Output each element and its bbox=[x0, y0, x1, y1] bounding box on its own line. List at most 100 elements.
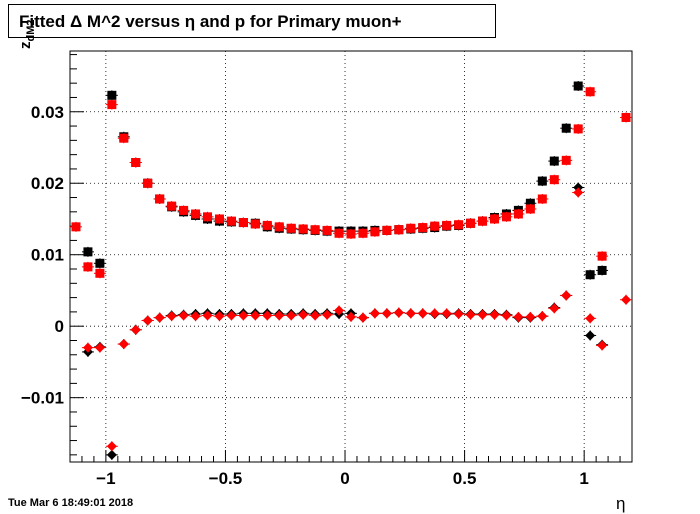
data-point bbox=[166, 311, 177, 322]
data-point bbox=[453, 309, 464, 320]
data-point bbox=[310, 310, 321, 321]
data-point bbox=[238, 310, 249, 321]
data-point bbox=[250, 310, 261, 321]
data-point bbox=[369, 308, 380, 319]
data-point bbox=[561, 290, 572, 301]
data-point bbox=[190, 311, 201, 322]
data-point bbox=[131, 158, 141, 168]
data-point bbox=[549, 156, 559, 166]
data-point bbox=[95, 258, 105, 268]
data-point bbox=[466, 218, 476, 228]
data-point bbox=[191, 209, 201, 219]
data-point bbox=[489, 309, 500, 320]
data-point bbox=[537, 176, 547, 186]
data-point bbox=[585, 270, 595, 280]
data-point bbox=[478, 216, 488, 226]
data-point bbox=[454, 220, 464, 230]
data-point bbox=[94, 342, 105, 353]
data-point bbox=[357, 312, 368, 323]
data-point bbox=[513, 311, 524, 322]
data-point bbox=[477, 309, 488, 320]
y-axis-label: zdM2 bbox=[17, 20, 37, 50]
data-point bbox=[573, 124, 583, 134]
data-point bbox=[142, 315, 153, 326]
y-axis-label-main: z bbox=[17, 41, 34, 50]
data-point bbox=[394, 225, 404, 235]
y-tick-label: 0.02 bbox=[31, 174, 64, 193]
data-point bbox=[274, 310, 285, 321]
series-1 bbox=[70, 86, 632, 279]
data-point bbox=[418, 223, 428, 233]
data-point bbox=[250, 219, 260, 229]
data-point bbox=[214, 311, 225, 322]
series-0 bbox=[81, 81, 609, 280]
data-point bbox=[597, 251, 607, 261]
data-point bbox=[405, 308, 416, 319]
data-point bbox=[346, 229, 356, 239]
data-point bbox=[573, 187, 584, 198]
x-axis-label: η bbox=[616, 494, 626, 513]
data-point bbox=[286, 223, 296, 233]
x-tick-label: 1 bbox=[579, 469, 588, 488]
data-markers bbox=[70, 81, 632, 460]
data-point bbox=[597, 340, 608, 351]
data-point bbox=[525, 204, 535, 214]
data-point bbox=[501, 212, 511, 222]
data-point bbox=[238, 218, 248, 228]
data-point bbox=[82, 342, 93, 353]
chart-title-box: Fitted Δ M^2 versus η and p for Primary … bbox=[8, 4, 496, 38]
data-point bbox=[71, 222, 81, 232]
x-tick-label: 0 bbox=[340, 469, 349, 488]
data-point bbox=[585, 313, 596, 324]
data-point bbox=[441, 308, 452, 319]
data-point bbox=[370, 227, 380, 237]
data-point bbox=[119, 133, 129, 143]
data-point bbox=[549, 175, 559, 185]
x-tick-label: −1 bbox=[96, 469, 115, 488]
data-point bbox=[621, 294, 632, 305]
y-axis: −0.01 0 0.01 0.02 0.03 bbox=[21, 54, 84, 456]
data-point bbox=[430, 221, 440, 231]
data-point bbox=[334, 305, 345, 316]
x-axis: −1 −0.5 0 0.5 1 bbox=[81, 450, 633, 488]
data-point bbox=[178, 310, 189, 321]
data-point bbox=[621, 112, 631, 122]
data-point bbox=[406, 223, 416, 233]
grid-lines bbox=[70, 51, 632, 462]
data-point bbox=[573, 182, 584, 193]
data-point bbox=[585, 330, 596, 341]
data-point bbox=[549, 303, 560, 314]
data-point bbox=[143, 178, 153, 188]
data-point bbox=[83, 262, 93, 272]
data-point bbox=[118, 339, 129, 350]
data-point bbox=[537, 194, 547, 204]
data-point bbox=[573, 81, 583, 91]
data-point bbox=[107, 90, 117, 100]
data-point bbox=[106, 441, 117, 452]
data-point bbox=[130, 324, 141, 335]
data-point bbox=[167, 201, 177, 211]
data-point bbox=[334, 228, 344, 238]
data-point bbox=[214, 214, 224, 224]
data-point bbox=[298, 309, 309, 320]
data-point bbox=[262, 310, 273, 321]
data-point bbox=[286, 310, 297, 321]
data-point bbox=[107, 100, 117, 110]
data-point bbox=[382, 225, 392, 235]
x-tick-label: 0.5 bbox=[453, 469, 477, 488]
data-point bbox=[106, 449, 117, 460]
data-point bbox=[179, 205, 189, 215]
data-point bbox=[322, 225, 332, 235]
y-tick-label: 0.01 bbox=[31, 246, 64, 265]
chart-title: Fitted Δ M^2 versus η and p for Primary … bbox=[19, 12, 402, 31]
data-point bbox=[525, 311, 536, 322]
data-point bbox=[262, 220, 272, 230]
data-point bbox=[513, 209, 523, 219]
data-point bbox=[465, 309, 476, 320]
data-point bbox=[298, 224, 308, 234]
timestamp: Tue Mar 6 18:49:01 2018 bbox=[8, 497, 134, 509]
data-point bbox=[442, 220, 452, 230]
data-point bbox=[417, 308, 428, 319]
x-tick-label: −0.5 bbox=[209, 469, 243, 488]
